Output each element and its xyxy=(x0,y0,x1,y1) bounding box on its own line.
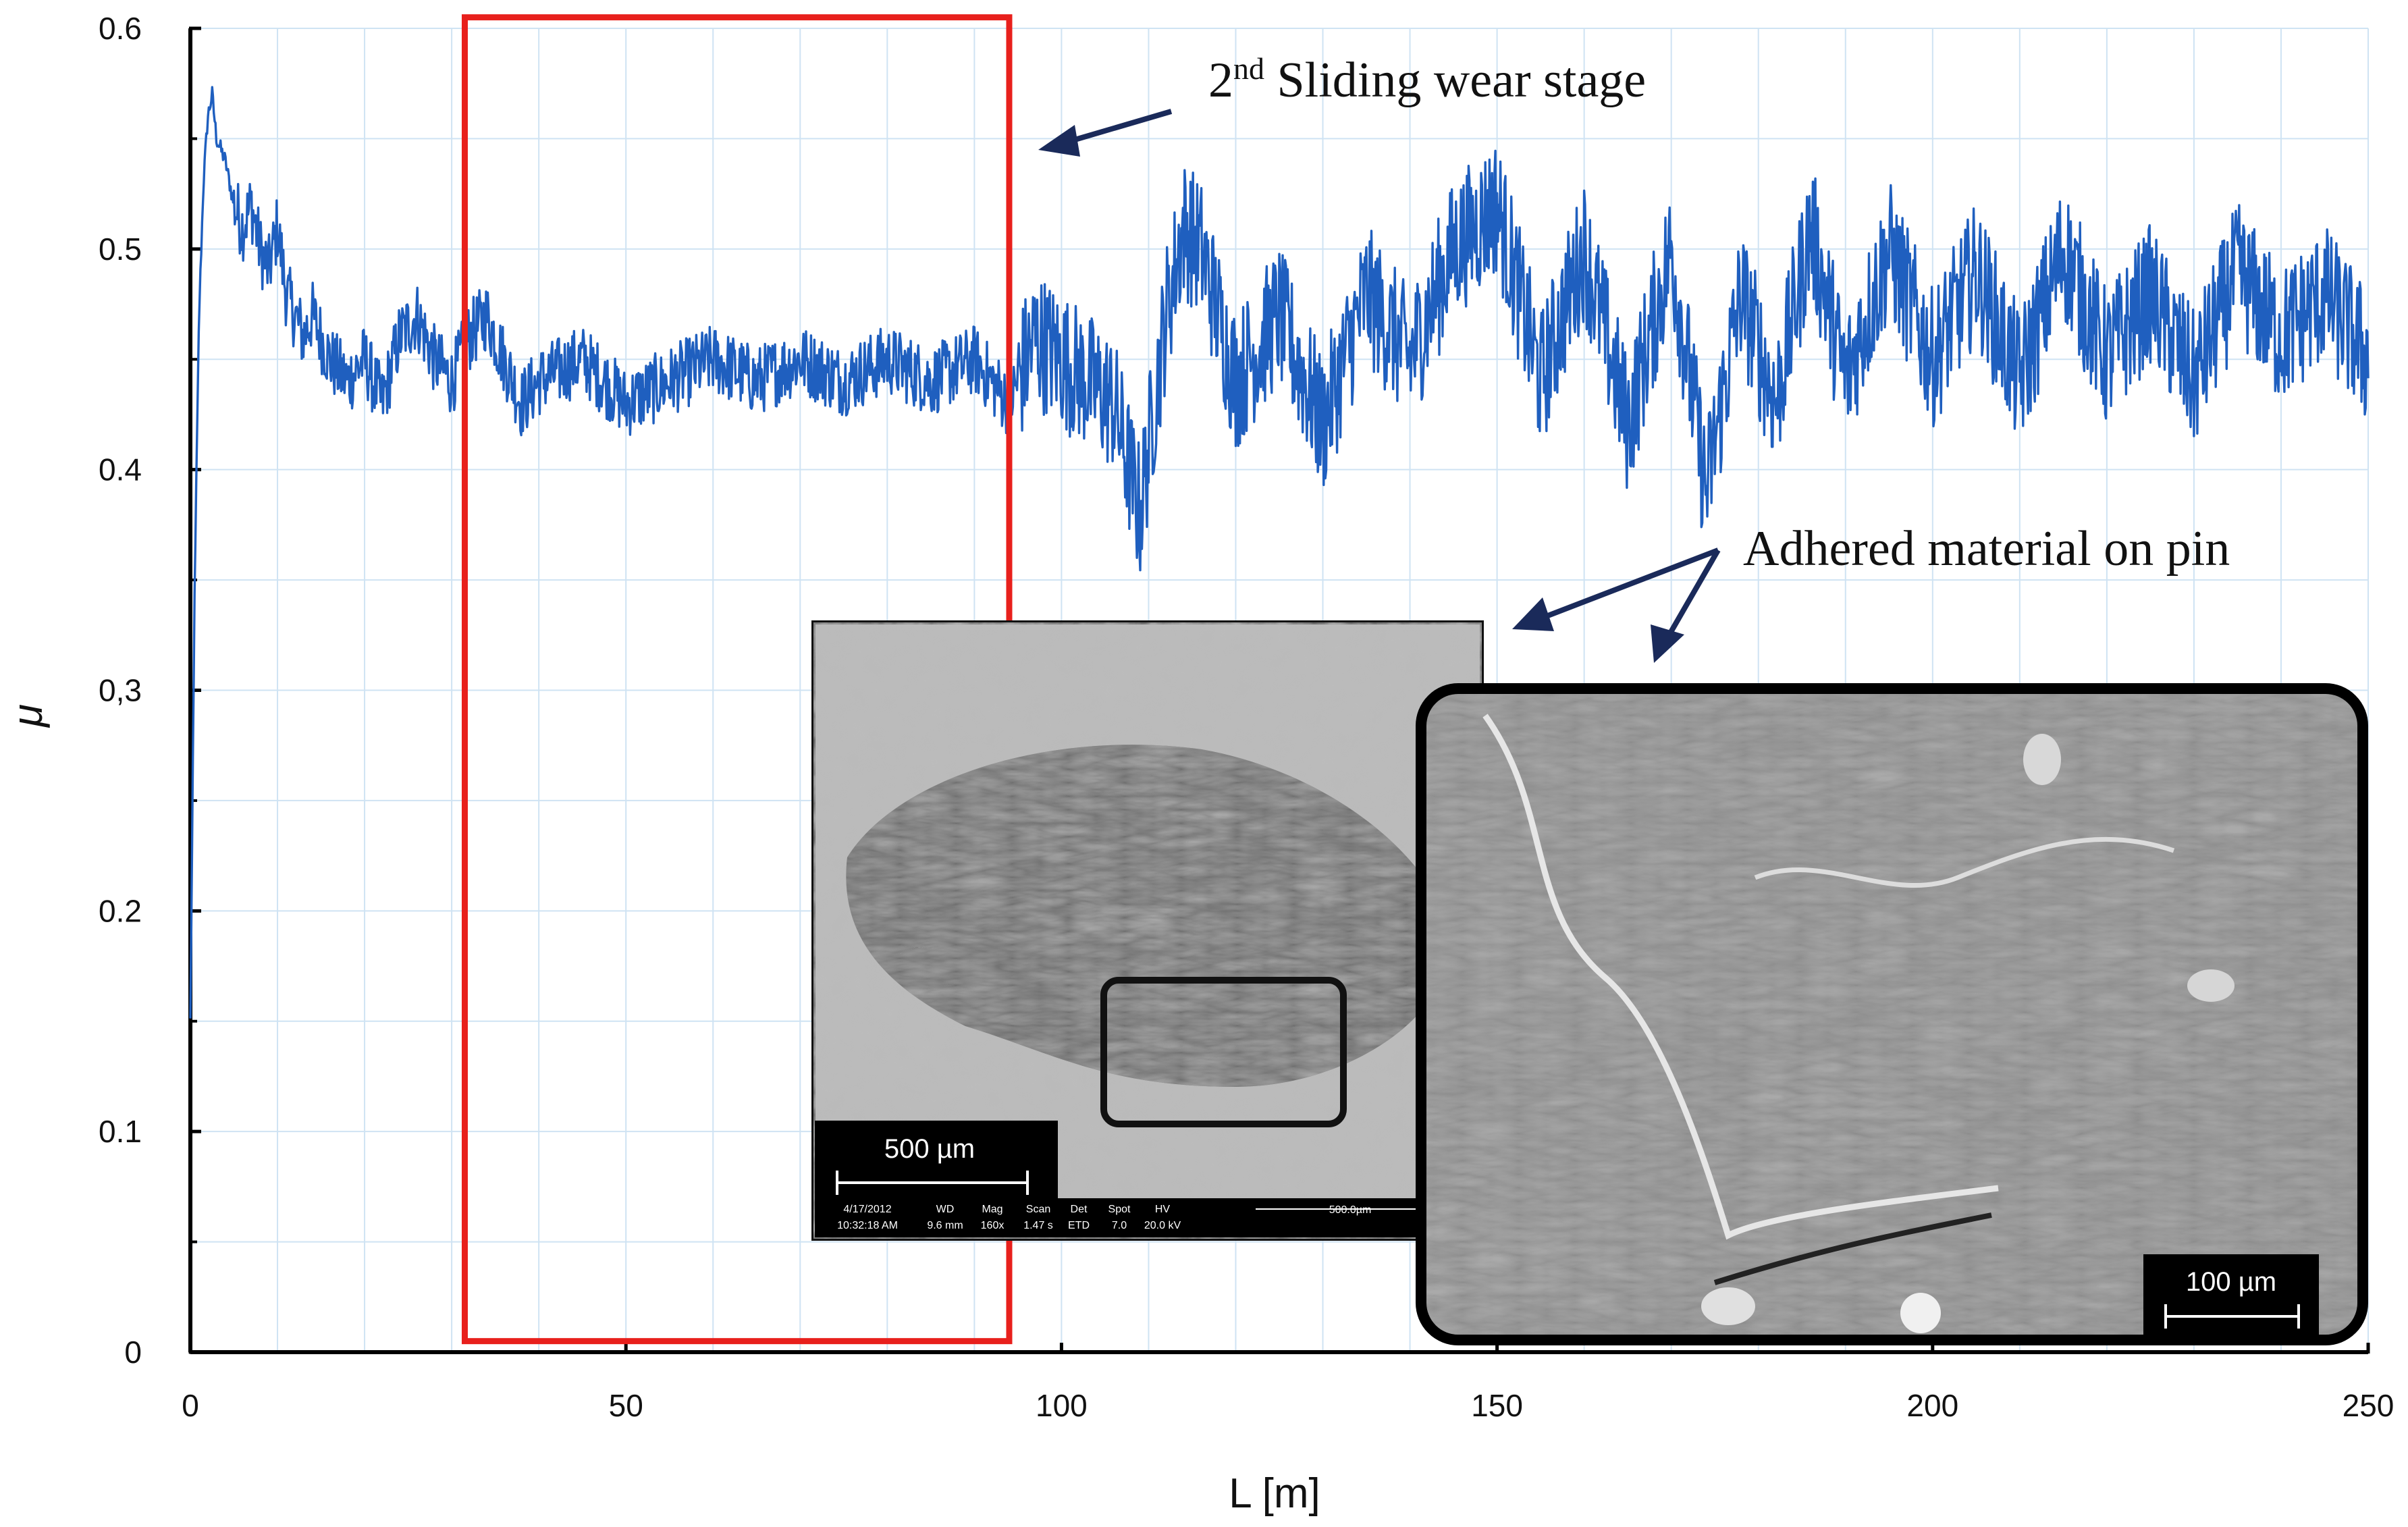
sem-meta-value: 20.0 kV xyxy=(1144,1220,1181,1231)
annotation-sliding-wear: 2nd Sliding wear stage xyxy=(1208,51,1646,108)
axes xyxy=(188,26,2370,1354)
sem-meta-value: 9.6 mm xyxy=(927,1220,963,1231)
sem-metadata: 4/17/2012 WD Mag Scan Det Spot HV 10:32:18 AM 9.… xyxy=(837,1204,1181,1231)
sem-meta-value: 10:32:18 AM xyxy=(837,1220,898,1231)
sem-meta-value: 160x xyxy=(981,1220,1005,1231)
y-tick-label: 0.6 xyxy=(99,11,142,46)
sem-meta-value: 1.47 s xyxy=(1023,1220,1053,1231)
y-tick-label: 0.5 xyxy=(99,232,142,267)
sem-info-bar xyxy=(815,1198,1480,1237)
y-tick-label: 0,3 xyxy=(99,673,142,708)
y-axis-label: μ xyxy=(5,704,51,728)
scale-bar-label-100: 100 µm xyxy=(2186,1267,2276,1297)
arrows-adhered-material xyxy=(1512,547,1721,663)
series-layer xyxy=(189,86,2370,1019)
x-tick-label: 150 xyxy=(1471,1388,1523,1423)
x-tick-label: 200 xyxy=(1906,1388,1958,1423)
arrow-sliding-wear xyxy=(1038,109,1173,157)
scale-bar-box-100 xyxy=(2143,1254,2319,1337)
y-tick-label: 0.2 xyxy=(99,893,142,928)
friction-series-line xyxy=(189,86,2370,1019)
sem-meta-label: HV xyxy=(1155,1204,1171,1215)
sem-meta-scale: 500.0µm xyxy=(1329,1204,1372,1216)
sem-zoom-box xyxy=(1100,977,1347,1127)
x-tick-label: 0 xyxy=(182,1388,199,1423)
y-tick-label: 0.1 xyxy=(99,1114,142,1149)
x-axis-label: L [m] xyxy=(1229,1470,1320,1517)
y-tick-label: 0.4 xyxy=(99,452,142,487)
scale-bar-box-500 xyxy=(815,1121,1058,1202)
x-tick-label: 250 xyxy=(2343,1388,2394,1423)
sem-meta-value: 7.0 xyxy=(1112,1220,1127,1231)
sem-meta-label: Det xyxy=(1071,1204,1088,1215)
y-tick-label: 0 xyxy=(124,1335,142,1370)
sem-inset-detail: 100 µm xyxy=(1416,683,2368,1345)
annotation-adhered-material: Adhered material on pin xyxy=(1743,521,2230,577)
sem-meta-label: Spot xyxy=(1108,1204,1131,1215)
sem-inset-overview: 500 µm 4/17/2012 WD Mag Scan Det Spot HV 10:32:… xyxy=(811,620,1484,1241)
sem-meta-value: ETD xyxy=(1068,1220,1090,1231)
sem-meta-label: WD xyxy=(936,1204,955,1215)
scale-bar-label-500: 500 µm xyxy=(884,1134,975,1164)
sem-meta-label: 4/17/2012 xyxy=(843,1204,891,1215)
x-tick-label: 50 xyxy=(609,1388,643,1423)
tick-labels: 0 50 100 150 200 250 0 0.1 0.2 0,3 0.4 0.5 0.6 xyxy=(99,11,2394,1423)
sem-meta-label: Mag xyxy=(982,1204,1002,1215)
sem-meta-label: Scan xyxy=(1026,1204,1050,1215)
x-tick-label: 100 xyxy=(1036,1388,1088,1423)
